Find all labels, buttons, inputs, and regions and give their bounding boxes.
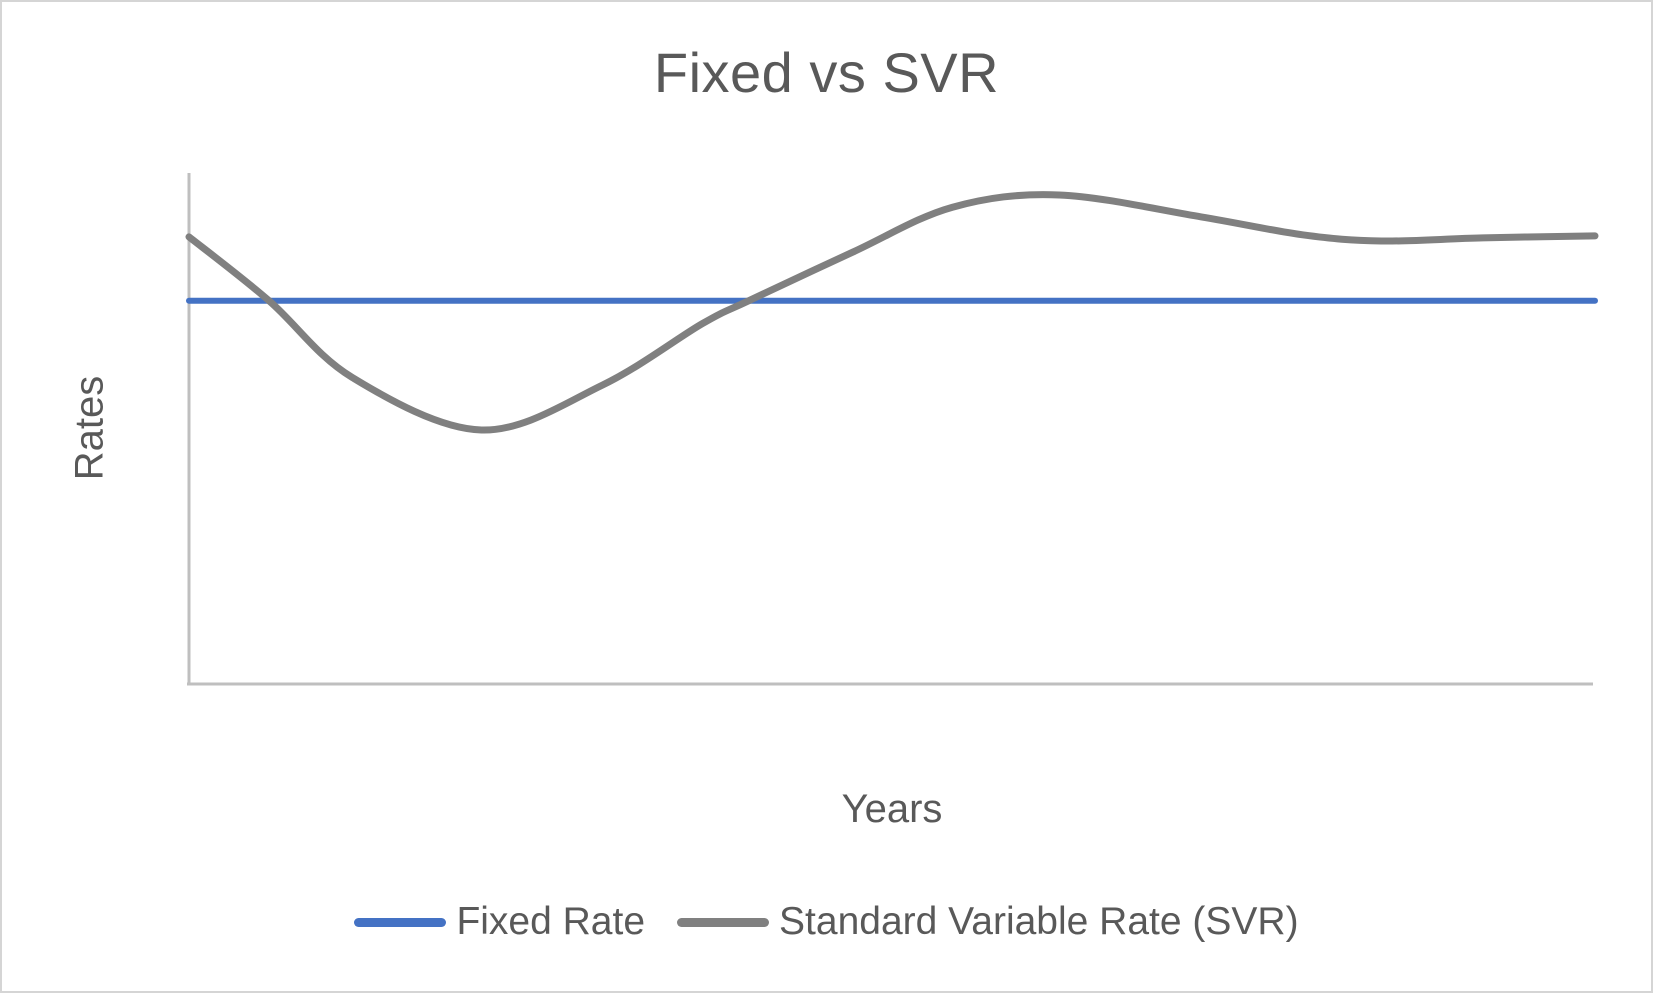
fixed-rate-line-swatch — [354, 917, 447, 927]
chart-title: Fixed vs SVR — [653, 41, 1000, 104]
y-axis-title: Rates — [67, 375, 112, 481]
svr-line-swatch — [677, 917, 770, 927]
legend-label-fixed-rate: Fixed Rate — [456, 900, 646, 943]
legend-item-svr: Standard Variable Rate (SVR) — [677, 900, 1299, 944]
legend-label-svr: Standard Variable Rate (SVR) — [779, 900, 1299, 943]
x-axis-title: Years — [841, 787, 943, 831]
legend: Fixed Rate Standard Variable Rate (SVR) — [2, 900, 1651, 944]
legend-item-fixed-rate: Fixed Rate — [354, 900, 645, 944]
svr-line — [185, 191, 1599, 434]
